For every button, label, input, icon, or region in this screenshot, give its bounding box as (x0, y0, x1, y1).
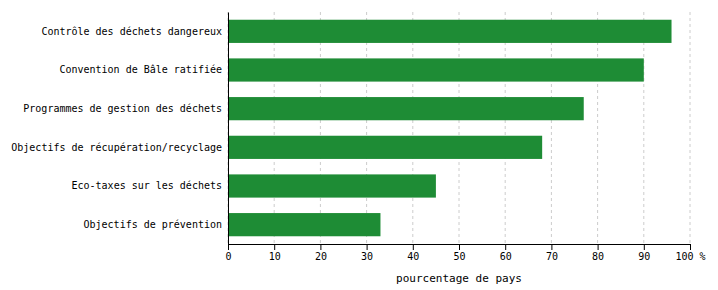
y-tick-label: Objectifs de prévention (84, 219, 222, 230)
chart: 0 10 20 30 40 50 60 70 80 90 100 % Objectifs de pré… (0, 0, 718, 290)
x-tick: 40 (407, 244, 419, 262)
grid-line (274, 12, 275, 244)
x-tick-label: 70 (546, 251, 558, 262)
x-tick: 100 % (675, 244, 705, 262)
y-tick-label: Contrôle des déchets dangereux (41, 26, 222, 37)
x-axis-title: pourcentage de pays (396, 272, 522, 285)
grid (228, 12, 690, 244)
x-tick-mark (598, 244, 599, 250)
grid-line (320, 12, 321, 244)
x-tick-label: 50 (453, 251, 465, 262)
grid-line (505, 12, 506, 244)
y-tick-label: Programmes de gestion des déchets (23, 103, 222, 114)
grid-line (459, 12, 460, 244)
x-tick-label: 10 (269, 251, 281, 262)
y-tick: Objectifs de récupération/recyclage (11, 142, 222, 153)
grid-line (597, 12, 598, 244)
y-axis-line (228, 13, 229, 245)
grid-line (228, 12, 229, 244)
bar (228, 97, 584, 120)
x-tick-label: 40 (407, 251, 419, 262)
x-tick: 90 (638, 244, 650, 262)
grid-line (366, 12, 367, 244)
y-tick: Eco-taxes sur les déchets (71, 180, 222, 191)
x-tick: 30 (361, 244, 373, 262)
x-tick-mark (505, 244, 506, 250)
x-tick-label: 20 (315, 251, 327, 262)
y-tick-label: Convention de Bâle ratifiée (59, 64, 222, 75)
x-tick-mark (274, 244, 275, 250)
grid-line (551, 12, 552, 244)
x-tick: 20 (315, 244, 327, 262)
x-tick-mark (367, 244, 368, 250)
x-axis-line (229, 245, 691, 251)
x-tick: 10 (269, 244, 281, 262)
bar (228, 174, 436, 197)
y-axis: Objectifs de prévention Eco-taxes sur les… (11, 13, 228, 245)
x-tick-mark (459, 244, 460, 250)
bar (228, 58, 644, 81)
y-tick: Convention de Bâle ratifiée (59, 64, 222, 75)
x-tick-label: 60 (500, 251, 512, 262)
x-tick-mark (413, 244, 414, 250)
x-tick-label: 90 (638, 251, 650, 262)
x-tick: 0 (225, 244, 231, 262)
x-tick: 70 (546, 244, 558, 262)
x-tick-mark (551, 244, 552, 250)
bar (228, 136, 542, 159)
x-tick-label: 100 % (675, 251, 705, 262)
x-tick-label: 30 (361, 251, 373, 262)
bar (228, 213, 380, 236)
plot: 0 10 20 30 40 50 60 70 80 90 100 % Objectifs de pré… (11, 12, 705, 262)
x-axis: 0 10 20 30 40 50 60 70 80 90 100 % (225, 244, 705, 262)
x-tick: 80 (592, 244, 604, 262)
x-tick: 60 (500, 244, 512, 262)
x-tick-mark (690, 244, 691, 250)
y-tick: Programmes de gestion des déchets (23, 103, 222, 114)
x-tick-mark (644, 244, 645, 250)
grid-line (412, 12, 413, 244)
grid-line (643, 12, 644, 244)
x-tick: 50 (453, 244, 465, 262)
bars (228, 20, 672, 237)
bar (228, 20, 672, 43)
x-tick-mark (228, 244, 229, 250)
x-tick-label: 80 (592, 251, 604, 262)
grid-line (690, 12, 691, 244)
y-tick-label: Objectifs de récupération/recyclage (11, 142, 222, 153)
y-tick: Contrôle des déchets dangereux (41, 26, 222, 37)
y-tick: Objectifs de prévention (84, 219, 222, 230)
x-tick-mark (320, 244, 321, 250)
x-tick-label: 0 (225, 251, 231, 262)
y-tick-label: Eco-taxes sur les déchets (71, 180, 222, 191)
